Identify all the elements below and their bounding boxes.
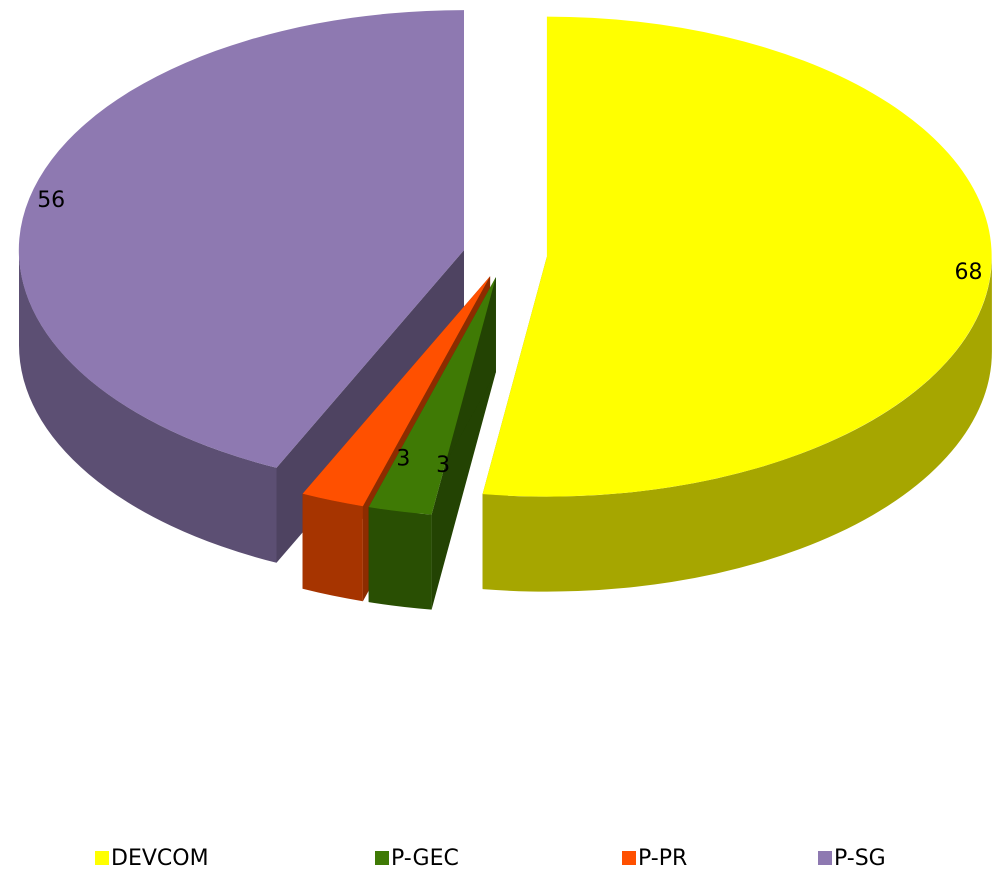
- legend-swatch: [622, 851, 636, 865]
- pie-slice: [482, 16, 992, 592]
- data-label: 3: [436, 453, 450, 478]
- slice-top: [482, 16, 992, 497]
- slice-outer-wall: [302, 493, 363, 602]
- slice-outer-wall: [368, 507, 432, 610]
- legend-swatch: [818, 851, 832, 865]
- legend-swatch: [95, 851, 109, 865]
- slice-outer-wall: [18, 250, 277, 563]
- pie-slice: [368, 277, 496, 610]
- legend-label: P-GEC: [391, 846, 459, 871]
- legend-label: P-SG: [834, 846, 886, 871]
- slice-top: [368, 277, 496, 515]
- slice-top: [18, 10, 465, 468]
- data-label: 56: [37, 188, 65, 213]
- legend-label: DEVCOM: [111, 846, 209, 871]
- data-label: 3: [396, 447, 410, 472]
- slice-top: [302, 276, 491, 507]
- legend-swatch: [375, 851, 389, 865]
- slice-outer-wall: [482, 256, 992, 592]
- data-label: 68: [955, 260, 983, 285]
- legend-label: P-PR: [638, 846, 687, 871]
